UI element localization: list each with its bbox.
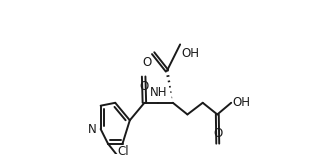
Text: N: N (88, 123, 97, 136)
Text: O: O (213, 127, 222, 140)
Text: O: O (139, 80, 148, 93)
Text: OH: OH (232, 96, 250, 109)
Text: NH: NH (150, 86, 167, 99)
Text: OH: OH (182, 47, 200, 60)
Text: O: O (142, 56, 152, 69)
Text: Cl: Cl (117, 145, 129, 158)
